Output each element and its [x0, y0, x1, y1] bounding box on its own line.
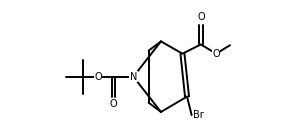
Text: O: O	[110, 99, 117, 109]
Text: O: O	[212, 49, 220, 59]
Text: O: O	[94, 72, 102, 82]
Text: O: O	[197, 12, 205, 22]
Text: N: N	[130, 72, 137, 82]
Text: Br: Br	[194, 110, 204, 120]
